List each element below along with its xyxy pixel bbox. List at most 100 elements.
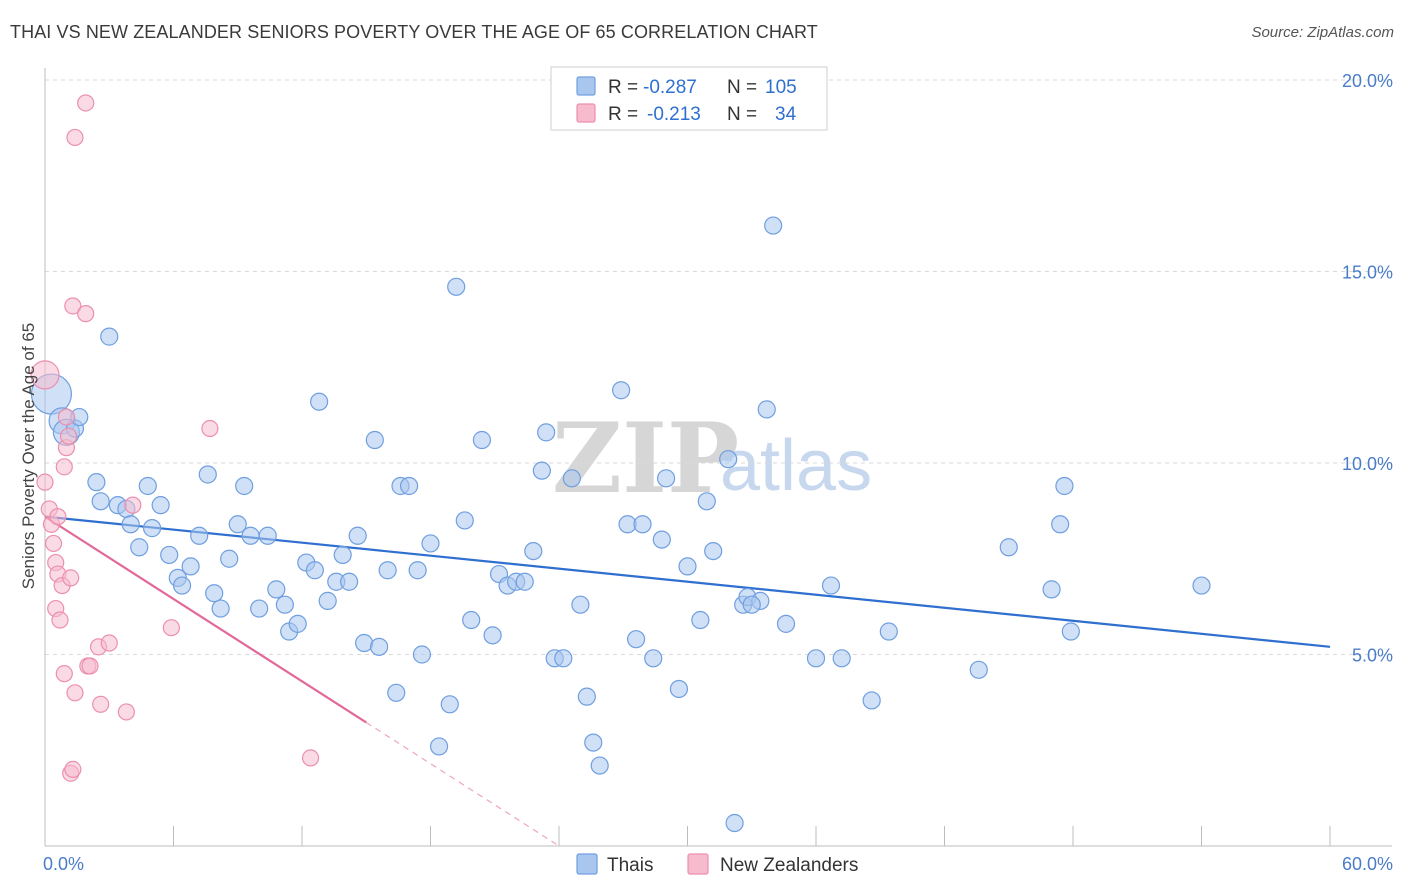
nz-trend-line <box>44 515 367 724</box>
thais-point <box>764 216 783 235</box>
thais-point <box>537 423 556 442</box>
grid-lines <box>45 79 1392 655</box>
thais-point <box>524 541 543 561</box>
thais-point <box>879 622 898 641</box>
legend-nz-swatch <box>576 103 596 123</box>
nz-point <box>117 703 135 721</box>
legend-box: R = -0.287 N = 105 R = -0.213 N = 34 <box>550 66 828 131</box>
bottom-legend-nz-label: New Zealanders <box>720 855 858 876</box>
y-tick-label: 5.0% <box>1352 646 1393 666</box>
nz-point <box>301 749 320 767</box>
thais-point <box>340 572 359 591</box>
legend-nz-r-value: -0.213 <box>647 104 701 125</box>
chart-source: Source: ZipAtlas.com <box>1251 24 1394 41</box>
thais-point <box>806 649 826 668</box>
bottom-legend-nz-swatch <box>687 853 709 875</box>
legend-thais-r-value: -0.287 <box>643 77 697 98</box>
nz-point <box>124 496 142 514</box>
thais-point <box>205 584 224 603</box>
nz-point <box>201 419 219 438</box>
nz-point <box>51 611 69 629</box>
thais-point <box>228 515 247 534</box>
thais-point <box>142 519 162 538</box>
nz-point <box>162 619 180 637</box>
thais-point <box>267 580 286 599</box>
thais-point <box>1051 515 1070 534</box>
thais-point <box>288 614 307 633</box>
thais-point <box>258 526 277 545</box>
nz-point <box>100 634 118 652</box>
bottom-legend-thais-swatch <box>576 853 598 875</box>
thais-point <box>198 465 217 484</box>
thais-point <box>100 327 119 346</box>
thais-point <box>190 526 209 545</box>
thais-point <box>742 595 761 614</box>
nz-point <box>44 534 63 553</box>
thais-point <box>562 469 581 488</box>
nz-point <box>36 473 54 491</box>
nz-point <box>66 684 84 702</box>
watermark-atlas: atlas <box>720 426 872 506</box>
thais-point <box>757 400 776 419</box>
thais-point <box>584 733 603 752</box>
thais-point <box>160 545 179 565</box>
legend-nz-n-value: 34 <box>775 104 797 125</box>
axes <box>44 68 1392 847</box>
y-tick-label: 10.0% <box>1342 454 1393 474</box>
thais-point <box>87 473 106 492</box>
legend-thais-n-label: N = <box>727 77 757 98</box>
nz-point <box>55 458 73 476</box>
nz-point <box>49 508 67 526</box>
thais-point <box>725 813 744 833</box>
thais-point <box>776 614 796 633</box>
thais-point <box>310 392 329 411</box>
thais-point <box>590 756 609 775</box>
thais-point <box>633 515 652 534</box>
y-tick-label: 20.0% <box>1342 71 1393 91</box>
legend-thais-swatch <box>576 76 596 96</box>
thais-point <box>472 430 491 450</box>
thais-point <box>1192 576 1211 595</box>
thais-point <box>220 549 239 568</box>
thais-point <box>241 526 260 545</box>
thais-point <box>378 561 397 580</box>
thais-point <box>554 649 573 668</box>
thais-point <box>669 679 689 699</box>
nz-point <box>66 128 84 147</box>
thais-point <box>412 645 432 664</box>
thais-trend-line <box>44 515 1331 648</box>
legend-nz-n-label: N = <box>727 104 757 125</box>
thais-point <box>121 515 140 534</box>
thais-point <box>1061 622 1080 641</box>
thais-point <box>644 649 663 668</box>
thais-point <box>455 511 474 530</box>
thais-point <box>387 683 406 702</box>
thais-point <box>305 561 324 580</box>
thais-point <box>462 610 481 630</box>
thais-point <box>138 476 157 496</box>
y-axis-label: Seniors Poverty Over the Age of 65 <box>19 323 38 589</box>
thais-point <box>172 576 192 595</box>
nz-point <box>81 657 99 675</box>
thais-point <box>691 610 710 630</box>
chart-title: THAI VS NEW ZEALANDER SENIORS POVERTY OV… <box>10 22 818 42</box>
thais-point <box>652 530 671 549</box>
y-tick-label: 15.0% <box>1342 263 1393 283</box>
x-tick-label-min: 0.0% <box>43 854 84 874</box>
thais-point <box>235 476 254 496</box>
thais-point <box>862 691 881 710</box>
nz-trend-line-extension <box>365 721 560 847</box>
thais-point <box>704 541 723 561</box>
legend-thais-r-label: R = <box>608 77 638 98</box>
thais-point <box>612 381 631 400</box>
thais-point <box>211 599 230 618</box>
thais-point <box>318 591 337 610</box>
thais-point <box>483 626 502 645</box>
thais-point <box>275 595 294 614</box>
thais-point <box>408 561 427 580</box>
data-points <box>30 94 1211 833</box>
bottom-legend-thais-label: Thais <box>607 855 653 876</box>
nz-point <box>57 408 76 426</box>
thais-point <box>370 637 389 656</box>
thais-point <box>821 576 841 595</box>
